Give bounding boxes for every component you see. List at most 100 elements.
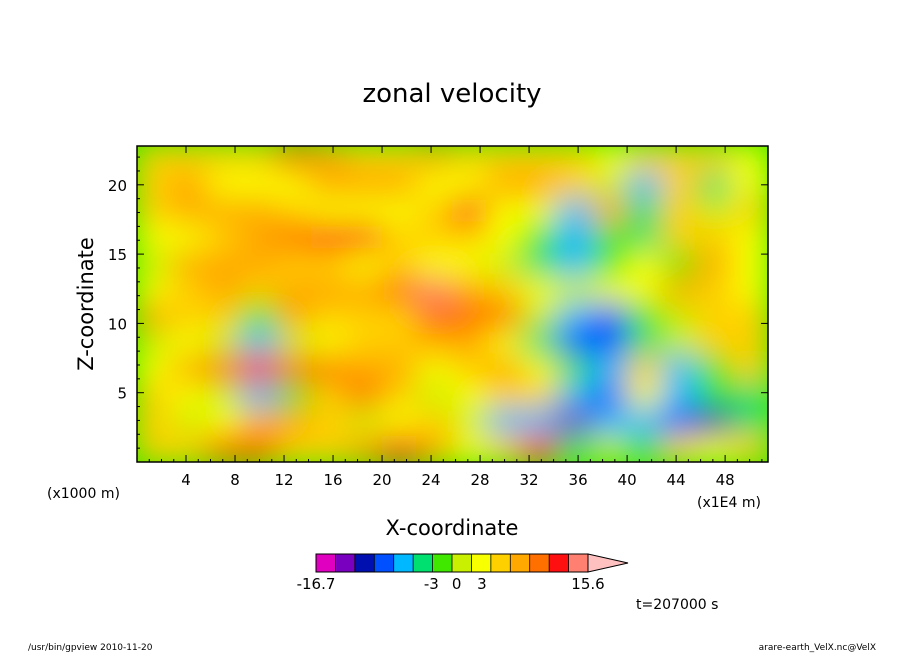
field-cell	[276, 171, 314, 200]
field-cell	[521, 355, 559, 384]
field-cell	[661, 408, 699, 437]
colorbar-swatch	[316, 554, 336, 572]
field-cell	[416, 276, 454, 305]
field-cell	[171, 276, 209, 305]
colorbar-swatch	[374, 554, 395, 572]
colorbar-tick-label: 0	[452, 575, 462, 593]
colorbar-tick-label: 15.6	[571, 575, 604, 593]
field-cell	[381, 171, 419, 200]
field-cell	[626, 303, 664, 332]
field-cell	[241, 329, 279, 358]
field-cell	[486, 382, 524, 411]
colorbar	[315, 553, 629, 573]
field-cell	[591, 197, 629, 226]
colorbar-swatch	[413, 554, 434, 572]
colorbar-tick-label: -3	[424, 575, 439, 593]
field-cell	[451, 382, 489, 411]
field-cell	[731, 355, 768, 384]
field-cell	[311, 197, 349, 226]
field-cell	[416, 250, 454, 279]
field-cell	[696, 329, 734, 358]
field-cell	[731, 434, 768, 462]
field-cell	[381, 276, 419, 305]
field-cell	[451, 171, 489, 200]
field-cell	[451, 197, 489, 226]
field-cell	[731, 197, 768, 226]
field-cell	[137, 329, 174, 358]
field-cell	[731, 408, 768, 437]
field-cell	[521, 434, 559, 462]
field-cell	[451, 250, 489, 279]
field-cell	[626, 408, 664, 437]
field-cell	[696, 250, 734, 279]
field-cell	[416, 303, 454, 332]
colorbar-extend-arrow	[587, 553, 629, 573]
field-cell	[276, 329, 314, 358]
x-axis-label: X-coordinate	[386, 516, 519, 540]
field-cell	[381, 197, 419, 226]
field-cell	[311, 408, 349, 437]
x-tick-label: 20	[373, 471, 392, 489]
field-cell	[241, 303, 279, 332]
field-cell	[731, 303, 768, 332]
field-cell	[206, 276, 244, 305]
field-cell	[346, 408, 384, 437]
field-cell	[556, 250, 594, 279]
field-cell	[206, 408, 244, 437]
field-cell	[276, 250, 314, 279]
time-label: t=207000 s	[636, 597, 718, 613]
field-cell	[731, 171, 768, 200]
field-cell	[241, 382, 279, 411]
field-cell	[626, 329, 664, 358]
field-cell	[206, 224, 244, 253]
field-cell	[346, 382, 384, 411]
field-cell	[731, 329, 768, 358]
field-cell	[416, 197, 454, 226]
field-cell	[661, 276, 699, 305]
field-cell	[626, 146, 664, 174]
field-cell	[241, 408, 279, 437]
field-cell	[591, 250, 629, 279]
x-tick-label: 44	[667, 471, 686, 489]
field-cell	[451, 224, 489, 253]
field-cell	[556, 171, 594, 200]
field-cell	[381, 355, 419, 384]
field-cell	[556, 355, 594, 384]
field-cell	[241, 434, 279, 462]
field-cell	[521, 276, 559, 305]
field-cell	[451, 303, 489, 332]
chart-title: zonal velocity	[362, 79, 541, 109]
field-cell	[311, 171, 349, 200]
colorbar-swatch	[510, 554, 531, 572]
field-cell	[381, 434, 419, 462]
field-cell	[137, 224, 174, 253]
field-cell	[521, 250, 559, 279]
field-cell	[696, 224, 734, 253]
field-cell	[591, 171, 629, 200]
field-cell	[346, 276, 384, 305]
field-cell	[171, 329, 209, 358]
field-cell	[137, 250, 174, 279]
field-cell	[521, 171, 559, 200]
field-cell	[346, 197, 384, 226]
field-cell	[171, 146, 209, 174]
field-cell	[521, 224, 559, 253]
field-cell	[137, 303, 174, 332]
field-cell	[311, 224, 349, 253]
field-cell	[346, 146, 384, 174]
field-cell	[521, 197, 559, 226]
colorbar-tick-label: -16.7	[297, 575, 336, 593]
field-cell	[311, 355, 349, 384]
field-cell	[696, 171, 734, 200]
y-tick-label: 5	[117, 385, 127, 403]
field-cell	[171, 382, 209, 411]
field-cell	[556, 276, 594, 305]
x-tick-label: 16	[323, 471, 342, 489]
field-cell	[206, 303, 244, 332]
field-cell	[556, 197, 594, 226]
field-cell	[416, 146, 454, 174]
field-cell	[556, 146, 594, 174]
field-cell	[381, 408, 419, 437]
field-cell	[661, 329, 699, 358]
